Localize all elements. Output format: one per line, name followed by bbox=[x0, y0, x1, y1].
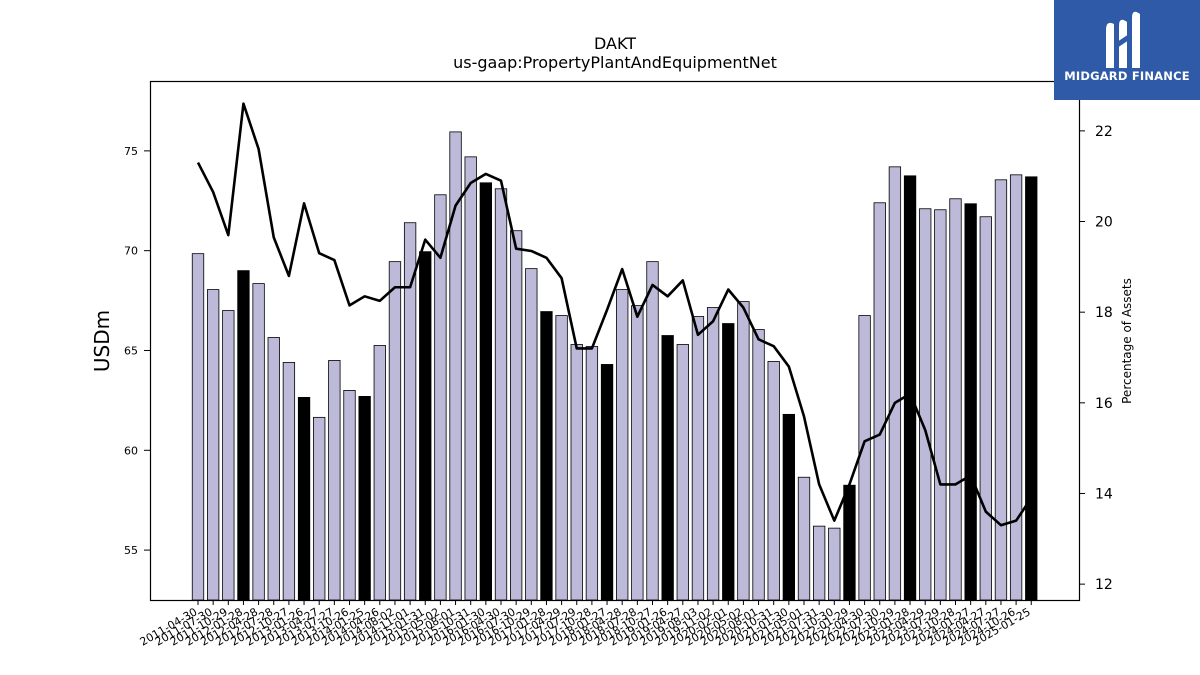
plot-frame bbox=[149, 80, 1081, 602]
bar bbox=[282, 362, 296, 601]
y-axis-label: USDm bbox=[90, 310, 114, 372]
bar bbox=[328, 360, 341, 601]
bar bbox=[449, 131, 462, 601]
y2-tick-label: 12 bbox=[1095, 577, 1113, 593]
bar bbox=[222, 310, 235, 601]
bar bbox=[1025, 176, 1038, 601]
line-group bbox=[196, 102, 1033, 527]
y-tick-label: 65 bbox=[124, 344, 138, 357]
bar bbox=[616, 289, 629, 601]
y2-tick-label: 22 bbox=[1095, 124, 1113, 140]
bar bbox=[403, 222, 417, 601]
y-tick-label: 60 bbox=[124, 444, 138, 457]
left-axis: 55 60 65 70 75 bbox=[124, 145, 150, 557]
bar bbox=[706, 307, 720, 601]
bar bbox=[191, 253, 205, 601]
brand-name: MIDGARD FINANCE bbox=[1064, 69, 1190, 83]
bar bbox=[661, 335, 674, 601]
bar bbox=[782, 413, 795, 601]
bar bbox=[722, 323, 735, 601]
bar bbox=[631, 305, 644, 601]
bar bbox=[570, 344, 583, 601]
bar bbox=[373, 345, 386, 601]
bar bbox=[525, 268, 538, 601]
bar bbox=[540, 311, 553, 601]
bar bbox=[873, 202, 886, 601]
x-axis: 2011-04-302011-07-302011-10-292012-01-28… bbox=[138, 600, 1033, 649]
y2-tick-label: 18 bbox=[1095, 305, 1113, 321]
y2-axis-label: Percentage of Assets bbox=[1120, 278, 1134, 404]
bar bbox=[479, 182, 493, 601]
bar bbox=[555, 315, 568, 601]
bar bbox=[994, 179, 1008, 601]
bar bbox=[419, 251, 432, 601]
bar bbox=[752, 329, 765, 601]
bar bbox=[691, 316, 705, 601]
bar bbox=[267, 337, 280, 601]
bar bbox=[934, 209, 947, 601]
chart-subtitle: us-gaap:PropertyPlantAndEquipmentNet bbox=[453, 53, 777, 72]
bar bbox=[858, 315, 871, 601]
right-axis: 12 14 16 18 20 22 bbox=[1079, 124, 1113, 593]
bar bbox=[964, 203, 977, 601]
bar bbox=[585, 346, 599, 601]
y-tick-label: 75 bbox=[124, 145, 138, 158]
y2-tick-label: 20 bbox=[1095, 215, 1113, 231]
bar bbox=[979, 216, 992, 601]
bar bbox=[737, 301, 750, 601]
brand-logo: MIDGARD FINANCE bbox=[1054, 0, 1200, 100]
midgard-m-logo-icon bbox=[1106, 11, 1140, 68]
y-tick-label: 70 bbox=[124, 245, 138, 258]
bar bbox=[358, 395, 371, 601]
bar bbox=[919, 208, 932, 601]
chart-title: DAKT bbox=[594, 34, 636, 53]
percentage-line bbox=[196, 102, 1033, 527]
bar bbox=[388, 261, 402, 601]
bar bbox=[237, 270, 250, 601]
bar bbox=[343, 389, 356, 601]
bar-group bbox=[191, 131, 1038, 601]
bar bbox=[813, 525, 826, 601]
bar bbox=[828, 527, 841, 601]
bar bbox=[206, 289, 220, 601]
bar bbox=[509, 230, 523, 601]
bar bbox=[676, 344, 689, 601]
bar bbox=[797, 476, 811, 601]
bar bbox=[949, 198, 962, 601]
y-tick-label: 55 bbox=[124, 544, 138, 557]
bar bbox=[1009, 174, 1023, 601]
bar bbox=[843, 484, 856, 601]
bar bbox=[888, 166, 902, 601]
bar bbox=[252, 283, 265, 601]
bar bbox=[600, 364, 614, 601]
bar bbox=[646, 261, 659, 601]
y2-tick-label: 14 bbox=[1095, 486, 1113, 502]
bar bbox=[313, 416, 326, 601]
bar bbox=[903, 175, 917, 601]
y2-tick-label: 16 bbox=[1095, 396, 1113, 412]
bar bbox=[464, 156, 477, 601]
bar bbox=[494, 188, 508, 601]
bar bbox=[767, 361, 780, 601]
bar bbox=[297, 396, 311, 601]
